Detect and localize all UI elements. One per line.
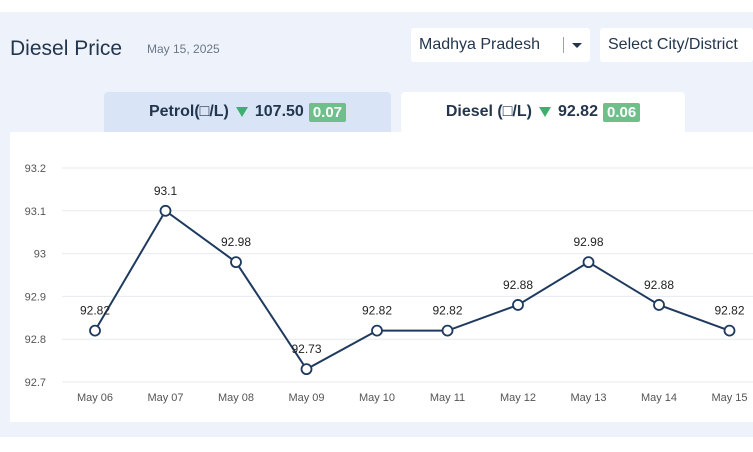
tab-diesel-label: Diesel (□/L) <box>445 103 532 120</box>
series-line <box>94 209 730 371</box>
data-point <box>582 256 595 269</box>
data-label: 92.88 <box>644 278 674 292</box>
x-tick-label: May 14 <box>641 392 677 404</box>
chart-card <box>10 132 753 422</box>
data-label: 92.98 <box>221 235 251 249</box>
dropdown-separator <box>563 37 564 53</box>
data-point <box>89 324 101 337</box>
chevron-down-icon[interactable] <box>572 43 582 48</box>
price-down-icon <box>538 107 551 117</box>
y-tick-label: 93 <box>34 249 46 261</box>
data-point <box>230 256 242 269</box>
tab-diesel-change-badge: 0.06 <box>602 102 641 122</box>
tab-petrol-price: 107.50 <box>254 103 304 120</box>
data-point <box>300 363 313 376</box>
y-tick-label: 92.7 <box>25 377 46 389</box>
data-point <box>723 324 736 337</box>
state-dropdown-value: Madhya Pradesh <box>419 36 540 53</box>
data-label: 92.82 <box>714 304 744 318</box>
tab-petrol[interactable]: Petrol(□/L) 107.50 0.07 <box>104 92 391 132</box>
x-tick-label: May 09 <box>288 392 324 404</box>
state-dropdown[interactable]: Madhya Pradesh <box>411 28 590 62</box>
data-point <box>371 324 383 337</box>
y-tick-label: 93.1 <box>25 206 46 218</box>
x-tick-label: May 15 <box>711 392 747 404</box>
data-point <box>653 299 665 311</box>
data-label: 92.82 <box>80 304 110 318</box>
data-label: 92.82 <box>362 304 392 318</box>
price-date: May 15, 2025 <box>147 42 220 56</box>
x-tick-label: May 06 <box>77 392 113 404</box>
tab-petrol-change-badge: 0.07 <box>308 102 347 122</box>
city-dropdown-placeholder: Select City/District <box>608 36 738 53</box>
data-point <box>441 324 454 337</box>
y-tick-label: 92.9 <box>25 291 46 303</box>
y-tick-label: 93.2 <box>25 163 46 175</box>
y-tick-label: 92.8 <box>25 334 46 346</box>
tab-petrol-label: Petrol(□/L) <box>148 103 229 120</box>
x-tick-label: May 08 <box>218 392 254 404</box>
tab-diesel[interactable]: Diesel (□/L) 92.82 0.06 <box>401 92 685 132</box>
data-point <box>512 299 524 311</box>
data-label: 92.82 <box>432 304 462 318</box>
city-dropdown[interactable]: Select City/District <box>600 28 753 62</box>
price-down-icon <box>235 107 248 117</box>
data-label: 93.1 <box>154 184 178 198</box>
page-title: Diesel Price <box>10 37 123 60</box>
x-tick-label: May 10 <box>359 392 395 404</box>
data-label: 92.98 <box>573 235 603 249</box>
x-tick-label: May 12 <box>500 392 536 404</box>
x-tick-label: May 13 <box>570 392 606 404</box>
data-point <box>159 204 172 217</box>
tab-diesel-price: 92.82 <box>557 103 598 120</box>
x-tick-label: May 11 <box>430 392 465 404</box>
data-label: 92.73 <box>291 342 321 356</box>
data-label: 92.88 <box>503 278 533 292</box>
x-tick-label: May 07 <box>147 392 183 404</box>
